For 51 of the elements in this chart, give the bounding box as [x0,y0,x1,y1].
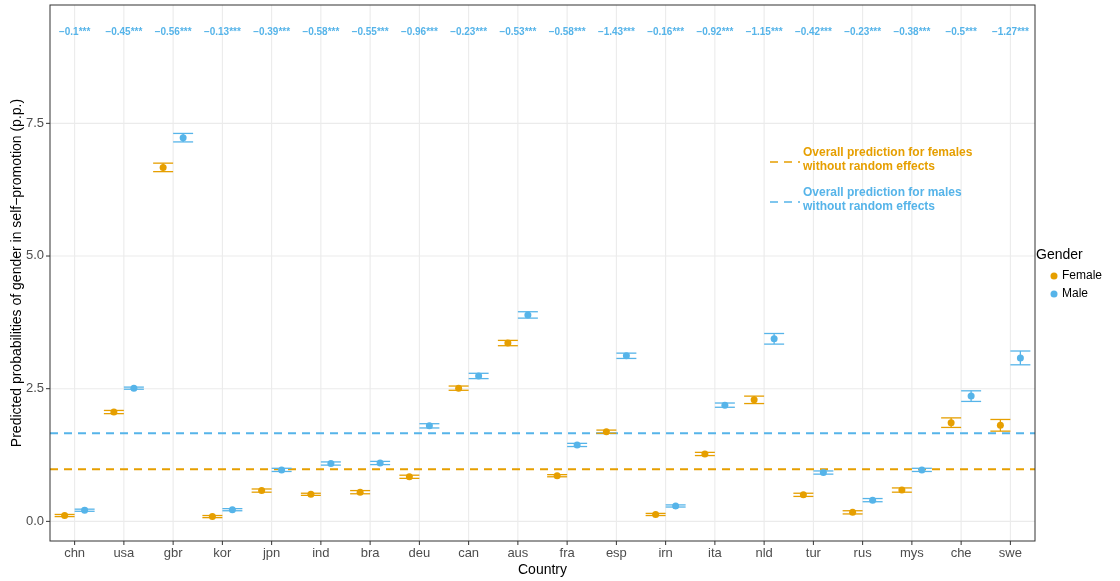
x-tick-label: usa [113,545,136,560]
legend-label: Male [1062,286,1089,301]
annotation: −0.56*** [154,25,192,37]
annotation: −0.58*** [548,25,586,37]
y-tick-label: 5.0 [25,247,44,263]
x-tick-label: kor [213,545,233,560]
y-axis-title: Predicted probabilities of gender in self−promotion (p.p.) [8,98,24,448]
x-tick-label: mys [899,545,925,560]
annotation: −0.23*** [844,25,882,37]
y-tick-label: 7.5 [25,114,44,130]
legend-title: Gender [1036,246,1084,262]
annotation: −0.92*** [696,25,734,37]
x-axis-title: Country [517,561,568,577]
y-tick-label: 2.5 [25,380,44,396]
x-tick-label: swe [998,545,1022,560]
annotation: −0.1*** [58,25,91,37]
annotation: −0.38*** [893,25,931,37]
annotation: −0.45*** [105,25,143,37]
annotation: −0.39*** [253,25,291,37]
annotation: −0.5*** [945,25,977,37]
annotation: −0.96*** [400,25,438,37]
annotation: −1.27*** [991,25,1029,37]
x-tick-label: fra [559,545,576,560]
x-tick-label: rus [853,545,873,560]
legend-label: Overall prediction for males without random effects [802,185,963,214]
annotation: −1.43*** [597,25,635,37]
x-tick-label: tur [805,545,822,560]
x-tick-label: deu [408,545,431,560]
legend-label: Overall prediction for females without random effects [802,145,973,174]
x-tick-label: che [950,545,972,560]
x-tick-label: ind [312,545,330,560]
legend-label: Female [1062,268,1103,283]
x-tick-label: can [458,545,480,560]
annotation: −1.15*** [745,25,783,37]
x-tick-label: jpn [261,545,281,560]
x-tick-label: bra [360,545,381,560]
annotation: −0.55*** [351,25,389,37]
x-tick-label: aus [507,545,529,560]
y-tick-label: 0.0 [25,512,44,528]
annotation: −0.13*** [203,25,241,37]
x-tick-label: nld [755,545,773,560]
x-tick-label: esp [605,545,627,560]
annotation: −0.23*** [450,25,488,37]
x-tick-label: irn [658,545,673,560]
annotation: −0.58*** [302,25,340,37]
x-tick-label: chn [64,545,86,560]
x-tick-label: gbr [163,545,184,560]
annotation: −0.42*** [794,25,832,37]
annotation: −0.16*** [647,25,685,37]
x-tick-label: ita [708,545,723,560]
annotation: −0.53*** [499,25,537,37]
